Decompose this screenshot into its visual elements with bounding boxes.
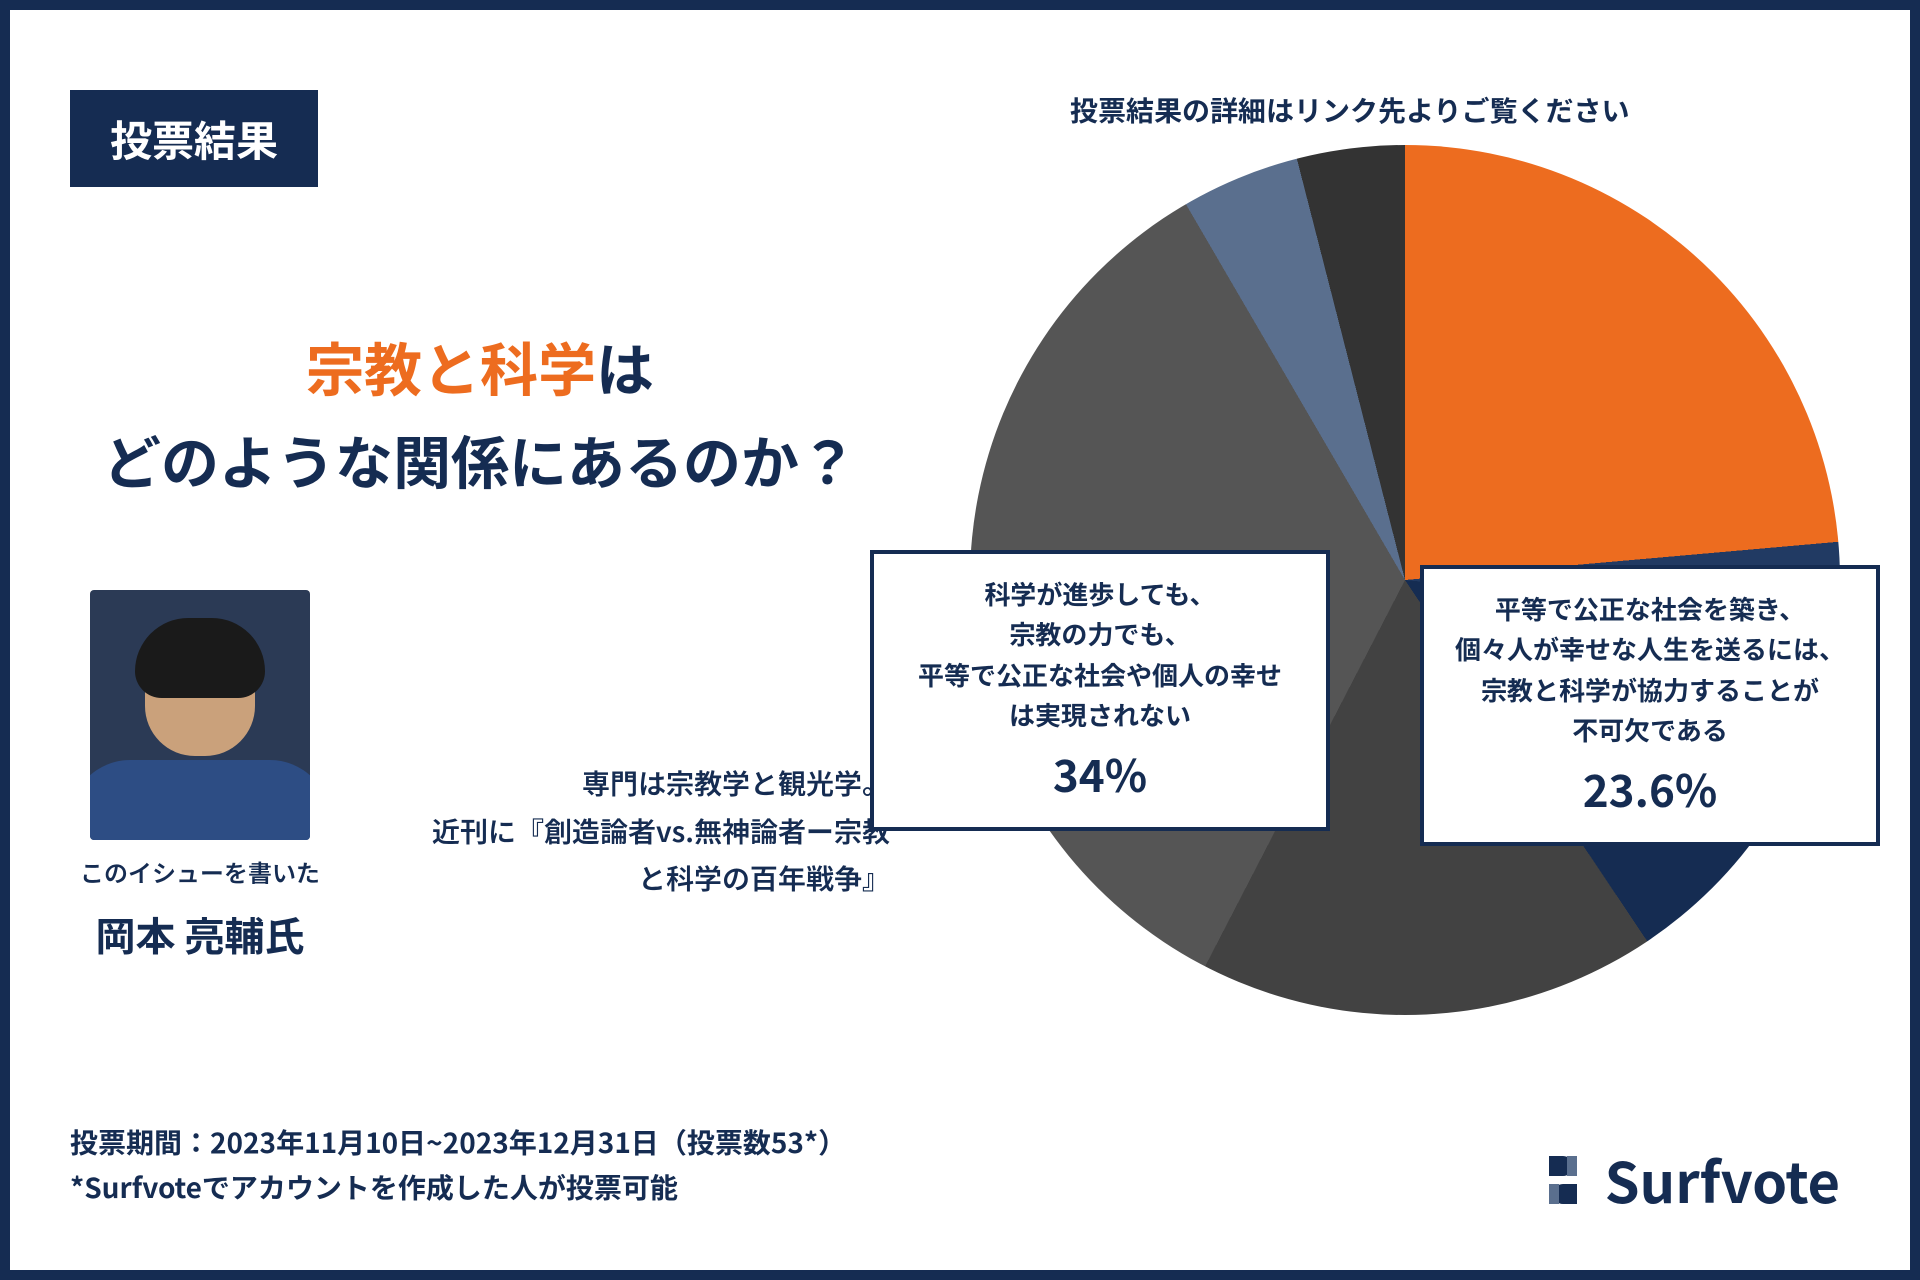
- brand-text: Surfvote: [1605, 1139, 1840, 1220]
- headline: 宗教と科学は どのような関係にあるのか？: [70, 320, 890, 506]
- result-badge: 投票結果: [70, 90, 318, 187]
- footer-text: 投票期間：2023年11月10日~2023年12月31日（投票数53*） *Su…: [70, 1120, 846, 1210]
- author-desc: 専門は宗教学と観光学。 近刊に『創造論者vs.無神論者ー宗教 と科学の百年戦争』: [350, 760, 890, 903]
- chart-note: 投票結果の詳細はリンク先よりご覧ください: [1070, 90, 1629, 130]
- surfvote-icon: [1535, 1152, 1591, 1208]
- author-photo: [90, 590, 310, 840]
- author-name: 岡本 亮輔氏: [80, 905, 320, 963]
- headline-rest1: は: [596, 324, 654, 408]
- callout-left: 科学が進歩しても、 宗教の力でも、 平等で公正な社会や個人の幸せ は実現されない…: [870, 550, 1330, 831]
- headline-line2: どのような関係にあるのか？: [103, 417, 857, 501]
- author-block: このイシューを書いた 岡本 亮輔氏: [80, 590, 320, 963]
- headline-accent: 宗教と科学: [306, 324, 596, 408]
- author-pre: このイシューを書いた: [80, 854, 320, 889]
- callout-right: 平等で公正な社会を築き、 個々人が幸せな人生を送るには、 宗教と科学が協力するこ…: [1420, 565, 1880, 846]
- brand-logo: Surfvote: [1535, 1139, 1840, 1220]
